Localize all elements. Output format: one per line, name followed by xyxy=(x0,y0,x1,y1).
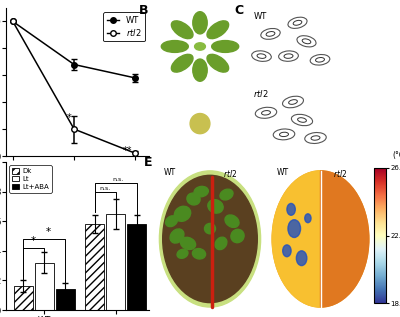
Ellipse shape xyxy=(207,54,229,72)
Circle shape xyxy=(287,204,295,215)
Text: $rtl2$: $rtl2$ xyxy=(254,88,269,99)
Ellipse shape xyxy=(212,41,239,52)
Ellipse shape xyxy=(193,12,207,34)
Ellipse shape xyxy=(177,249,188,258)
Ellipse shape xyxy=(174,206,191,221)
Circle shape xyxy=(296,251,307,266)
Ellipse shape xyxy=(225,215,239,227)
Text: WT: WT xyxy=(254,12,267,22)
Ellipse shape xyxy=(166,216,178,227)
Ellipse shape xyxy=(192,249,206,259)
Text: *: * xyxy=(67,113,71,123)
Text: WT: WT xyxy=(164,168,176,177)
Text: *: * xyxy=(45,228,50,237)
Ellipse shape xyxy=(180,237,196,249)
Text: $rtl2$: $rtl2$ xyxy=(223,168,238,179)
Ellipse shape xyxy=(187,193,200,205)
Wedge shape xyxy=(272,171,320,307)
Text: **: ** xyxy=(123,146,133,156)
Ellipse shape xyxy=(204,223,216,234)
Text: WT: WT xyxy=(276,168,288,177)
X-axis label: Time after
detachment (min): Time after detachment (min) xyxy=(36,172,118,191)
Circle shape xyxy=(283,245,291,257)
Ellipse shape xyxy=(171,21,193,39)
Bar xyxy=(85,224,104,310)
Circle shape xyxy=(288,220,300,237)
Ellipse shape xyxy=(170,229,184,243)
Ellipse shape xyxy=(208,200,223,213)
Circle shape xyxy=(305,214,311,223)
Circle shape xyxy=(163,175,257,303)
Text: $rtl2$: $rtl2$ xyxy=(160,88,176,99)
Circle shape xyxy=(272,171,369,307)
Ellipse shape xyxy=(194,43,206,50)
Text: $rtl2$: $rtl2$ xyxy=(333,168,347,179)
Text: C: C xyxy=(234,3,244,16)
Ellipse shape xyxy=(220,189,233,200)
Ellipse shape xyxy=(207,21,229,39)
Bar xyxy=(106,214,125,310)
Text: E: E xyxy=(144,156,152,169)
Text: B: B xyxy=(139,3,148,16)
Ellipse shape xyxy=(161,41,188,52)
Ellipse shape xyxy=(190,113,210,134)
Ellipse shape xyxy=(171,54,193,72)
Bar xyxy=(127,224,146,310)
Legend: Dk, Lt, Lt+ABA: Dk, Lt, Lt+ABA xyxy=(10,165,52,193)
Text: n.s.: n.s. xyxy=(100,186,111,191)
Circle shape xyxy=(159,171,261,307)
Text: (°C): (°C) xyxy=(392,151,400,160)
Ellipse shape xyxy=(231,229,244,243)
Bar xyxy=(14,286,32,310)
Text: *: * xyxy=(31,236,36,246)
Text: WT: WT xyxy=(160,12,174,22)
Wedge shape xyxy=(320,171,369,307)
Ellipse shape xyxy=(193,59,207,81)
Bar xyxy=(35,263,54,310)
Legend: WT, $rtl2$: WT, $rtl2$ xyxy=(104,12,145,41)
Bar xyxy=(56,289,74,310)
Ellipse shape xyxy=(215,237,227,249)
Ellipse shape xyxy=(194,186,208,197)
Text: n.s.: n.s. xyxy=(113,177,124,182)
